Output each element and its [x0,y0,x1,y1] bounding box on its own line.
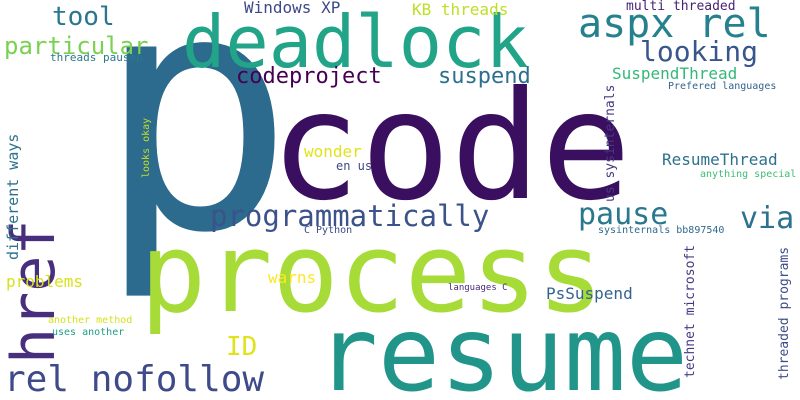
word-pause: pause [578,197,669,232]
word-looking: looking [640,35,759,68]
word-p: p [96,0,295,305]
word-looks-okay: looks okay [141,117,152,178]
word-kb-threads: KB threads [412,0,509,19]
word-us-sysinternals: us sysinternals [603,84,618,202]
word-pssuspend: PsSuspend [546,284,633,303]
word-multi-threaded: multi threaded [626,0,736,14]
word-process: process [140,209,604,337]
word-via: via [740,201,795,236]
word-another-method: another method [48,315,133,326]
word-threads-pausep: threads pausep [50,51,143,64]
word-resume: resume [316,295,689,400]
word-id: ID [226,332,258,362]
word-particular: particular [4,32,149,60]
word-languages-c: languages C [448,283,508,293]
word-prefered-languages: Prefered languages [668,81,777,92]
word-c-python: C Python [304,225,353,236]
word-rel-nofollow: rel nofollow [4,359,265,400]
word-resumethread: ResumeThread [662,150,778,169]
word-suspend: suspend [438,64,531,89]
word-suspendthread: SuspendThread [612,64,738,83]
word-uses-another: uses another [52,327,125,338]
word-anything-special: anything special [700,169,797,180]
word-sysinternals-bb: sysinternals bb897540 [598,225,725,236]
word-wonder: wonder [304,142,362,161]
word-aspx-rel: aspx rel [578,1,771,47]
word-codeproject: codeproject [236,64,382,89]
word-deadlock: deadlock [182,0,529,84]
word-code: code [270,60,632,234]
word-en-us: en us [336,159,373,173]
word-threaded-programs: threaded programs [777,246,792,380]
word-warns: warns [268,268,317,287]
word-problems: problems [6,272,84,291]
word-technet-microsoft: technet microsoft [683,244,698,378]
word-windows-xp: Windows XP [244,0,341,17]
word-different-ways: different ways [4,133,22,260]
word-tool: tool [52,2,115,32]
word-programmatically: programmatically [210,199,490,233]
